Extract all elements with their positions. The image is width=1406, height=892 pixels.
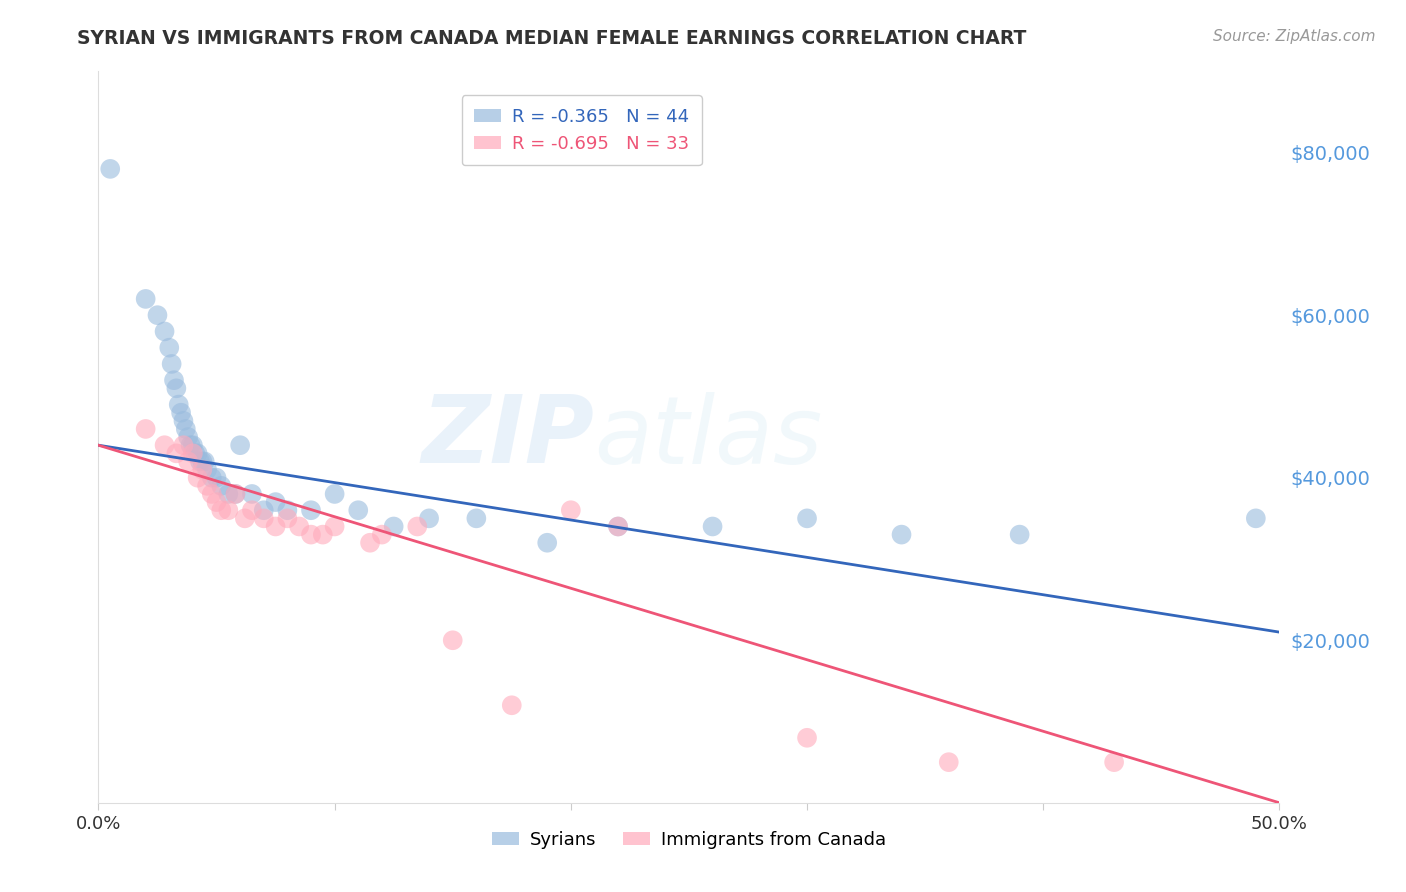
Point	[170, 406, 193, 420]
Point	[181, 446, 204, 460]
Point	[1008, 527, 1031, 541]
Point	[264, 519, 287, 533]
Point	[205, 495, 228, 509]
Point	[233, 511, 256, 525]
Point	[209, 503, 232, 517]
Point	[181, 438, 204, 452]
Point	[501, 698, 523, 713]
Point	[441, 633, 464, 648]
Point	[312, 527, 335, 541]
Point	[153, 438, 176, 452]
Point	[184, 446, 207, 460]
Text: ZIP: ZIP	[422, 391, 595, 483]
Point	[276, 503, 298, 517]
Point	[153, 325, 176, 339]
Point	[201, 471, 224, 485]
Point	[224, 487, 246, 501]
Point	[323, 487, 346, 501]
Text: Source: ZipAtlas.com: Source: ZipAtlas.com	[1212, 29, 1375, 44]
Point	[191, 454, 214, 468]
Text: SYRIAN VS IMMIGRANTS FROM CANADA MEDIAN FEMALE EARNINGS CORRELATION CHART: SYRIAN VS IMMIGRANTS FROM CANADA MEDIAN …	[77, 29, 1026, 47]
Legend: Syrians, Immigrants from Canada: Syrians, Immigrants from Canada	[481, 820, 897, 860]
Point	[382, 519, 405, 533]
Point	[371, 527, 394, 541]
Point	[209, 479, 232, 493]
Point	[174, 422, 197, 436]
Point	[253, 511, 276, 525]
Point	[191, 462, 214, 476]
Point	[180, 438, 202, 452]
Point	[299, 527, 322, 541]
Point	[536, 535, 558, 549]
Point	[359, 535, 381, 549]
Point	[347, 503, 370, 517]
Point	[172, 414, 194, 428]
Point	[607, 519, 630, 533]
Point	[465, 511, 488, 525]
Text: atlas: atlas	[595, 392, 823, 483]
Point	[217, 487, 239, 501]
Point	[98, 161, 121, 176]
Point	[194, 454, 217, 468]
Point	[165, 446, 187, 460]
Point	[240, 487, 263, 501]
Point	[135, 292, 157, 306]
Point	[172, 438, 194, 452]
Point	[217, 503, 239, 517]
Point	[288, 519, 311, 533]
Point	[1244, 511, 1267, 525]
Point	[195, 479, 218, 493]
Point	[135, 422, 157, 436]
Point	[163, 373, 186, 387]
Point	[201, 487, 224, 501]
Point	[418, 511, 440, 525]
Point	[224, 487, 246, 501]
Point	[264, 495, 287, 509]
Point	[796, 731, 818, 745]
Point	[160, 357, 183, 371]
Point	[229, 438, 252, 452]
Point	[796, 511, 818, 525]
Point	[560, 503, 582, 517]
Point	[1102, 755, 1125, 769]
Point	[890, 527, 912, 541]
Point	[157, 341, 180, 355]
Point	[165, 381, 187, 395]
Point	[253, 503, 276, 517]
Point	[938, 755, 960, 769]
Point	[187, 446, 209, 460]
Point	[188, 454, 211, 468]
Point	[240, 503, 263, 517]
Point	[323, 519, 346, 533]
Point	[195, 462, 218, 476]
Point	[167, 398, 190, 412]
Point	[607, 519, 630, 533]
Point	[187, 471, 209, 485]
Point	[299, 503, 322, 517]
Point	[406, 519, 429, 533]
Point	[177, 454, 200, 468]
Point	[205, 471, 228, 485]
Point	[177, 430, 200, 444]
Point	[146, 308, 169, 322]
Point	[702, 519, 724, 533]
Point	[276, 511, 298, 525]
